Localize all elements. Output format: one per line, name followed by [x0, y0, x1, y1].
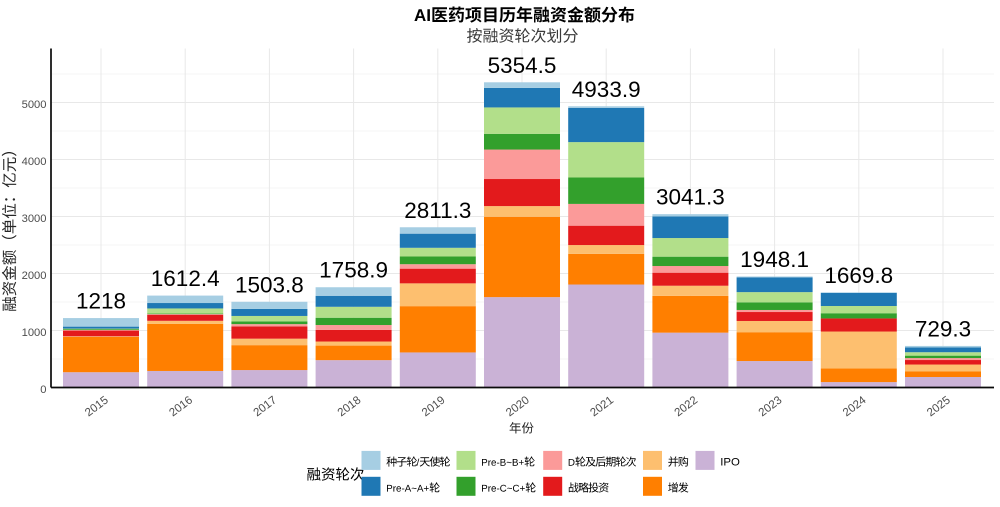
- svg-text:0: 0: [40, 384, 46, 396]
- svg-text:4933.9: 4933.9: [572, 77, 641, 102]
- svg-text:1218: 1218: [76, 289, 126, 314]
- svg-text:3000: 3000: [22, 213, 47, 225]
- svg-text:5000: 5000: [22, 99, 47, 111]
- svg-text:1669.8: 1669.8: [824, 263, 893, 288]
- svg-text:4000: 4000: [22, 156, 47, 168]
- svg-text:1758.9: 1758.9: [319, 258, 388, 283]
- svg-text:IPO: IPO: [720, 457, 740, 469]
- svg-text:1948.1: 1948.1: [740, 247, 809, 272]
- svg-text:2000: 2000: [22, 270, 47, 282]
- svg-text:729.3: 729.3: [915, 316, 971, 341]
- svg-text:5354.5: 5354.5: [488, 53, 557, 78]
- svg-text:1000: 1000: [22, 327, 47, 339]
- svg-text:1612.4: 1612.4: [151, 266, 220, 291]
- svg-text:3041.3: 3041.3: [656, 185, 725, 210]
- svg-text:1503.8: 1503.8: [235, 272, 304, 297]
- svg-text:2811.3: 2811.3: [404, 198, 471, 223]
